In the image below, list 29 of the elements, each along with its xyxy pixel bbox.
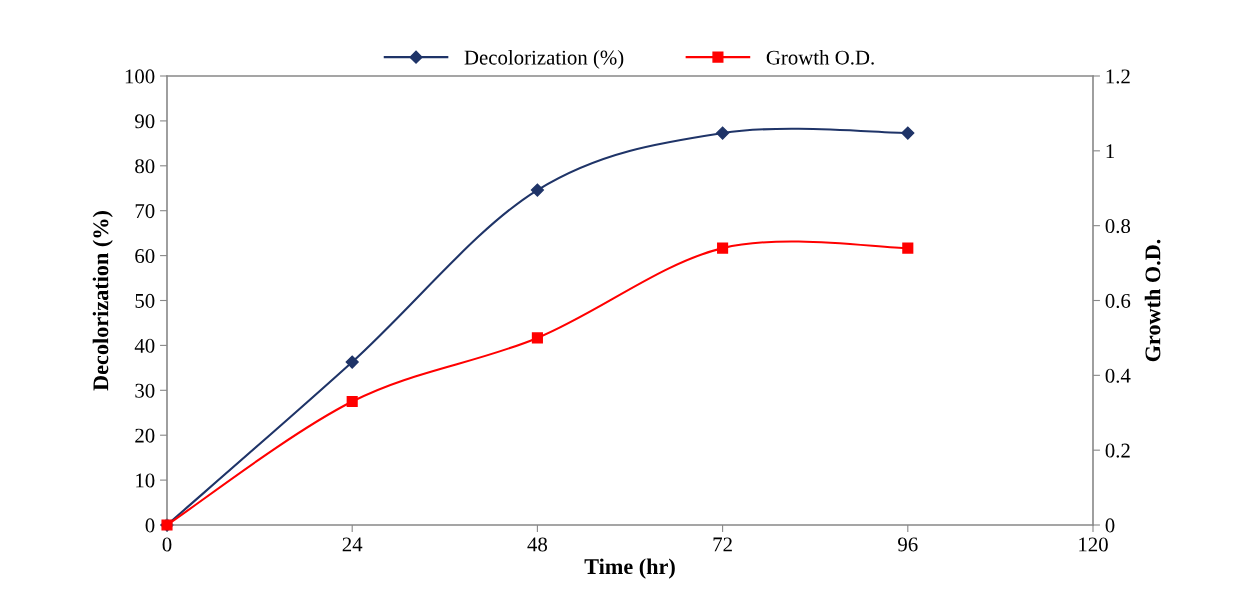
y-tick-label: 10 [136, 473, 155, 488]
x-tick-label: 24 [342, 537, 363, 552]
y2-tick-label: 0 [1105, 518, 1115, 533]
x-tick-label: 120 [1079, 537, 1108, 552]
y-tick-label: 60 [135, 248, 155, 264]
y2-tick-label: 0.6 [1105, 293, 1131, 309]
x-tick-label: 48 [527, 537, 548, 552]
y-tick-label: 30 [135, 383, 155, 398]
y-axis-title: Decolorization (%) [92, 211, 113, 391]
y2-tick-label: 1.2 [1106, 69, 1130, 84]
y2-tick-label: 0.2 [1105, 443, 1130, 458]
x-axis-title: Time (hr) [584, 558, 675, 579]
x-tick-label: 0 [162, 537, 172, 552]
y-tick-label: 50 [135, 293, 155, 308]
y2-axis-title: Growth O.D. [1144, 239, 1161, 362]
y-tick-label: 100 [125, 69, 155, 84]
y-tick-label: 20 [135, 428, 155, 443]
y2-tick-label: 0.4 [1105, 368, 1131, 383]
y-tick-label: 80 [135, 159, 155, 174]
y-tick-label: 90 [135, 114, 155, 129]
x-tick-label: 96 [898, 537, 918, 552]
y-tick-label: 70 [135, 204, 155, 219]
legend-label: Growth O.D. [766, 49, 874, 65]
legend-label: Decolorization (%) [464, 49, 624, 69]
y-tick-label: 40 [134, 338, 155, 353]
y2-tick-label: 0.8 [1105, 219, 1131, 234]
y-tick-label: 0 [145, 518, 155, 533]
y2-tick-label: 1 [1106, 144, 1114, 159]
x-tick-label: 72 [713, 537, 732, 552]
